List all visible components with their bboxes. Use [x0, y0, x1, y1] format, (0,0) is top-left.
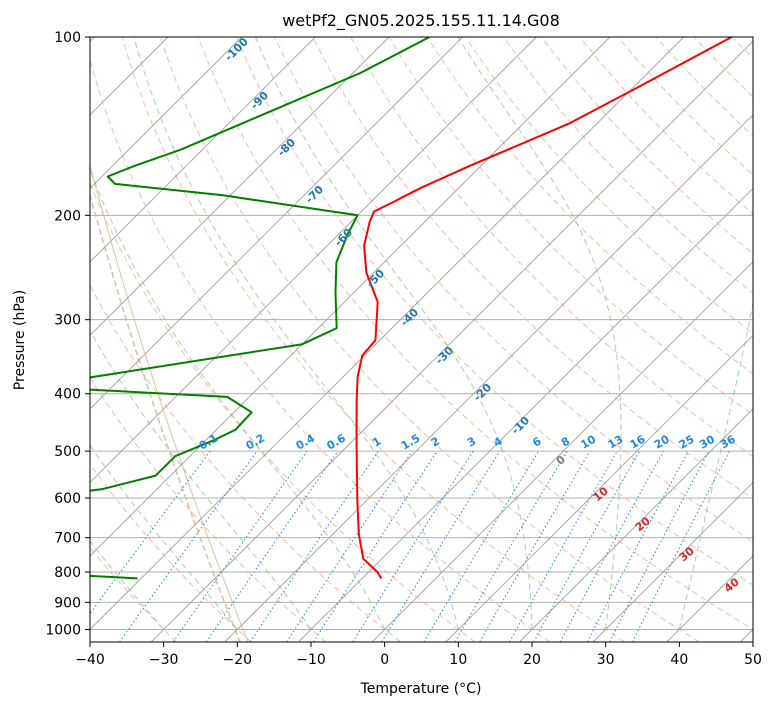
dry-adiabat-line	[502, 37, 753, 294]
brown-reference-curves	[90, 163, 249, 642]
x-tick-label: 0	[380, 652, 389, 668]
y-tick-label: 900	[54, 595, 81, 611]
x-tick-label: −20	[223, 652, 253, 668]
moist-adiabats	[90, 37, 753, 630]
moist-adiabat-line	[254, 37, 533, 630]
mixing-ratio-line	[352, 450, 474, 642]
x-tick-label: 50	[744, 652, 762, 668]
dry-adiabat-line	[274, 37, 753, 543]
x-axis-ticks: −40 −30 −20 −10 0 10 20 30 40 50	[75, 642, 762, 668]
isotherm-line	[90, 37, 685, 631]
y-tick-label: 500	[54, 444, 81, 460]
isotherm-line	[519, 408, 753, 642]
y-tick-label: 800	[54, 565, 81, 581]
plot-frame	[89, 36, 754, 643]
mixing-ratio-lines	[90, 450, 731, 642]
moist-adiabat-line	[90, 329, 312, 630]
isotherm-line	[298, 187, 753, 642]
moist-adiabat-line	[90, 540, 165, 630]
isotherm-line	[90, 37, 611, 557]
sounding-line	[355, 37, 733, 579]
mixing-ratio-line	[632, 450, 731, 642]
isotherm-line	[150, 40, 753, 642]
y-tick-label: 100	[54, 30, 81, 46]
moist-adiabat-line	[90, 444, 238, 630]
dry-adiabat-line	[312, 37, 753, 500]
isotherms	[90, 37, 753, 642]
brown-reference-curve	[90, 163, 249, 642]
dry-adiabat-line	[236, 37, 753, 586]
mixing-ratio-line	[172, 450, 308, 642]
mixing-ratio-line	[249, 450, 379, 642]
mixing-ratio-line	[205, 450, 339, 642]
y-axis-ticks: 100 200 300 400 500 600 700 800 900 1000	[45, 30, 90, 638]
isotherm-line	[90, 37, 464, 410]
dry-adiabat-line	[90, 376, 327, 642]
mixing-ratio-line	[381, 450, 501, 642]
y-tick-label: 1000	[45, 622, 81, 638]
dry-adiabat-line	[121, 37, 625, 642]
isotherm-line	[90, 37, 537, 484]
x-tick-label: 30	[597, 652, 615, 668]
moist-adiabat-line	[90, 168, 386, 630]
x-axis-label: Temperature (°C)	[360, 681, 482, 697]
sounding-series	[90, 37, 733, 580]
isotherm-line	[224, 114, 753, 642]
x-tick-label: −10	[296, 652, 326, 668]
y-axis-label: Pressure (hPa)	[12, 290, 28, 390]
mixing-ratio-line	[313, 450, 438, 642]
x-tick-label: 10	[449, 652, 467, 668]
isotherm-line	[90, 37, 390, 337]
x-tick-label: 20	[523, 652, 541, 668]
y-tick-label: 400	[54, 387, 81, 403]
y-tick-label: 700	[54, 531, 81, 547]
x-tick-label: −30	[149, 652, 179, 668]
y-tick-label: 200	[54, 208, 81, 224]
x-tick-label: 40	[670, 652, 688, 668]
moist-adiabat-line	[457, 37, 622, 630]
dry-adiabat-line	[90, 58, 551, 642]
sounding-line	[90, 37, 430, 580]
isotherm-line	[90, 37, 243, 190]
y-tick-label: 300	[54, 313, 81, 329]
mixing-ratio-line	[286, 450, 413, 642]
dry-adiabat-line	[159, 37, 700, 642]
y-tick-label: 600	[54, 491, 81, 507]
mixing-ratio-line	[90, 450, 211, 615]
mixing-ratio-line	[533, 450, 640, 642]
mixing-ratio-line	[509, 450, 618, 642]
x-tick-label: −40	[75, 652, 105, 668]
isotherm-line	[592, 481, 753, 642]
brown-reference-curve	[90, 192, 241, 642]
moist-adiabat-line	[133, 37, 459, 630]
chart-title: wetPf2_GN05.2025.155.11.14.G08	[282, 11, 560, 31]
plot-area	[90, 37, 753, 642]
isotherm-line	[90, 37, 316, 263]
isotherm-line	[371, 261, 753, 642]
mixing-ratio-line	[559, 450, 665, 642]
dry-adiabat-line	[464, 37, 753, 334]
dry-adiabat-line	[197, 37, 753, 630]
mixing-ratio-line	[119, 450, 258, 642]
isotherm-line	[445, 334, 753, 642]
moist-adiabat-line	[678, 300, 753, 630]
